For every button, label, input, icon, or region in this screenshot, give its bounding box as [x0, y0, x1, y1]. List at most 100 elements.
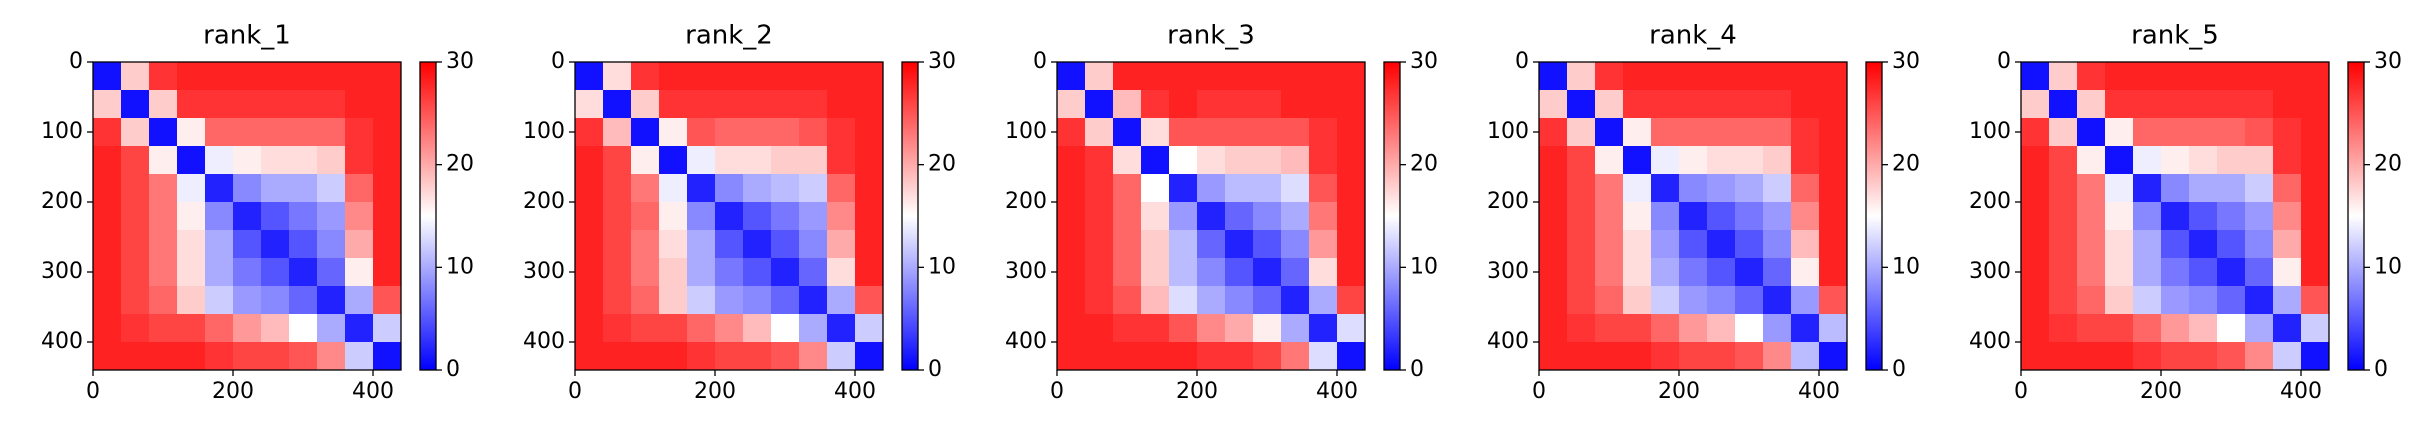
heatmap-cell	[93, 342, 122, 371]
heatmap-cell	[1197, 90, 1226, 119]
heatmap-cell	[1197, 62, 1226, 91]
heatmap-cell	[2021, 146, 2050, 175]
heatmap-cell	[1113, 314, 1142, 343]
heatmap-cell	[1763, 258, 1792, 287]
heatmap-cell	[289, 314, 318, 343]
heatmap-cell	[1281, 90, 1310, 119]
heatmap-cell	[659, 118, 688, 147]
heatmap-cell	[715, 342, 744, 371]
heatmap-cell	[2301, 286, 2330, 315]
heatmap-cell	[2217, 146, 2246, 175]
heatmap-cell	[373, 230, 402, 259]
plot-frame	[574, 61, 884, 371]
heatmap-cell	[345, 90, 374, 119]
heatmap-cell	[345, 258, 374, 287]
heatmap-cell	[2217, 202, 2246, 231]
heatmap-cell	[2105, 90, 2134, 119]
heatmap-cell	[827, 230, 856, 259]
heatmap-cell	[1651, 258, 1680, 287]
heatmap-cell	[2273, 342, 2302, 371]
heatmap-cell	[855, 90, 884, 119]
heatmap-cell	[2301, 230, 2330, 259]
x-tick-label: 0	[1532, 379, 1546, 404]
heatmap-cell	[603, 314, 632, 343]
heatmap-cell	[289, 146, 318, 175]
heatmap-cell	[603, 90, 632, 119]
heatmap-cell	[177, 202, 206, 231]
heatmap-cell	[1057, 146, 1086, 175]
heatmap-cell	[121, 314, 150, 343]
heatmap-cell	[233, 314, 262, 343]
heatmap-cell	[1309, 342, 1338, 371]
heatmap-cell	[827, 314, 856, 343]
heatmap-cell	[1281, 202, 1310, 231]
heatmap-cell	[1819, 286, 1848, 315]
heatmap-cell	[687, 174, 716, 203]
heatmap-cell	[1169, 62, 1198, 91]
heatmap-cell	[1595, 286, 1624, 315]
heatmap-cell	[2189, 258, 2218, 287]
heatmap-cell	[2301, 90, 2330, 119]
heatmap-cell	[1623, 314, 1652, 343]
colorbar	[1865, 61, 1883, 371]
chart-title: rank_2	[685, 21, 773, 51]
heatmap-cell	[317, 146, 346, 175]
heatmap-cell	[603, 62, 632, 91]
heatmap-cell	[373, 90, 402, 119]
heatmap-cell	[659, 174, 688, 203]
heatmap-cell	[2105, 258, 2134, 287]
heatmap-cell	[603, 202, 632, 231]
heatmap-cell	[855, 62, 884, 91]
heatmap-cell	[177, 90, 206, 119]
heatmap-cell	[1113, 230, 1142, 259]
heatmap-cell	[743, 230, 772, 259]
heatmap-cell	[289, 62, 318, 91]
heatmap-cell	[1057, 286, 1086, 315]
heatmap-cell	[205, 258, 234, 287]
heatmap-cell	[261, 230, 290, 259]
heatmap-cell	[575, 90, 604, 119]
heatmap-cell	[659, 90, 688, 119]
heatmap-cell	[1253, 230, 1282, 259]
heatmap-cell	[1707, 230, 1736, 259]
heatmap-cell	[1057, 230, 1086, 259]
heatmap-cell	[1595, 314, 1624, 343]
heatmap-cell	[1819, 202, 1848, 231]
heatmap-cell	[261, 286, 290, 315]
heatmap-cell	[2021, 90, 2050, 119]
heatmap-cell	[687, 286, 716, 315]
chart-title: rank_4	[1649, 21, 1737, 51]
heatmap-cell	[1819, 90, 1848, 119]
heatmap-cell	[205, 286, 234, 315]
heatmap-cell	[2245, 62, 2274, 91]
heatmap-cell	[1763, 62, 1792, 91]
heatmap-cell	[2105, 202, 2134, 231]
heatmap-cell	[827, 90, 856, 119]
heatmap-cell	[1735, 62, 1764, 91]
heatmap-cell	[233, 90, 262, 119]
heatmap-cell	[2189, 286, 2218, 315]
heatmap-cell	[1225, 90, 1254, 119]
heatmap-cell	[2133, 146, 2162, 175]
heatmap-cell	[1169, 258, 1198, 287]
heatmap-cell	[855, 286, 884, 315]
heatmap-cell	[2021, 174, 2050, 203]
heatmap-cell	[603, 286, 632, 315]
heatmap-cell	[2273, 314, 2302, 343]
heatmap-cell	[121, 342, 150, 371]
heatmap-cell	[1679, 146, 1708, 175]
heatmap-cell	[1791, 118, 1820, 147]
heatmap-cell	[1651, 146, 1680, 175]
chart-title: rank_5	[2131, 21, 2219, 51]
heatmap-cell	[799, 258, 828, 287]
heatmap-cell	[687, 314, 716, 343]
heatmap-cell	[1225, 202, 1254, 231]
heatmap-cell	[1197, 286, 1226, 315]
heatmap-cell	[799, 202, 828, 231]
heatmap-cell	[345, 230, 374, 259]
heatmap-cell	[2133, 342, 2162, 371]
heatmap-cell	[603, 258, 632, 287]
heatmap-cell	[659, 62, 688, 91]
heatmap-cell	[345, 118, 374, 147]
heatmap-cell	[261, 62, 290, 91]
